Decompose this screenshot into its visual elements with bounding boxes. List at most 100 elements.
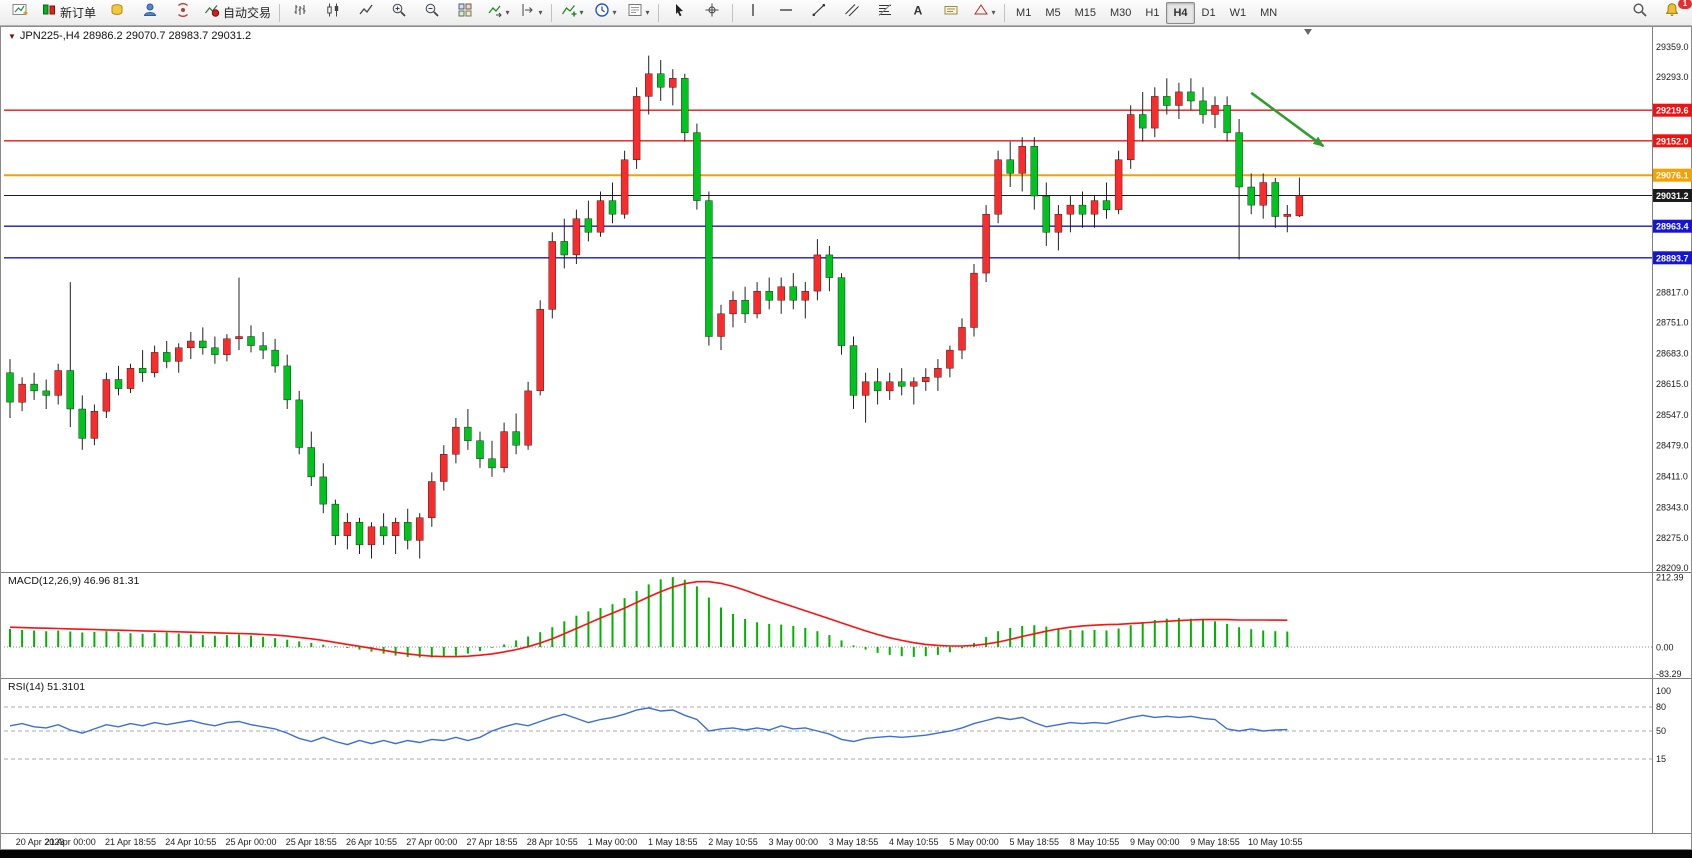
timeframe-group: M1 M5 M15 M30 H1 H4 D1 W1 MN (1009, 1, 1284, 24)
svg-text:21 Apr 18:55: 21 Apr 18:55 (105, 837, 156, 847)
svg-text:29219.6: 29219.6 (1656, 106, 1689, 116)
market-watch-button[interactable] (101, 1, 133, 25)
cursor-tool-button[interactable] (663, 1, 695, 25)
svg-text:28615.0: 28615.0 (1656, 379, 1689, 389)
vertical-line-tool-button[interactable] (737, 1, 769, 25)
arrow-shapes-icon (973, 2, 989, 23)
svg-text:29293.0: 29293.0 (1656, 72, 1689, 82)
svg-text:28963.4: 28963.4 (1656, 222, 1689, 232)
timeframe-button-D1[interactable]: D1 (1201, 6, 1216, 19)
templates-button[interactable]: ▾ (622, 1, 654, 25)
text-tool-button[interactable]: A (902, 1, 934, 25)
timeframe-button-MN[interactable]: MN (1260, 6, 1278, 19)
svg-text:25 Apr 00:00: 25 Apr 00:00 (225, 837, 276, 847)
cursor-icon (671, 2, 687, 23)
notifications-button[interactable]: 1 (1656, 0, 1692, 25)
tile-windows-icon (457, 2, 473, 23)
svg-text:1 May 18:55: 1 May 18:55 (648, 837, 698, 847)
collapse-triangle-icon[interactable]: ▼ (8, 31, 16, 41)
zoom-out-button[interactable] (416, 1, 448, 25)
svg-text:29076.1: 29076.1 (1656, 171, 1689, 181)
svg-text:25 Apr 18:55: 25 Apr 18:55 (286, 837, 337, 847)
indicators-button[interactable]: ▾ (556, 1, 588, 25)
svg-text:A: A (914, 4, 923, 18)
timeframe-button-M1[interactable]: M1 (1016, 6, 1032, 19)
horizontal-line-tool-button[interactable] (770, 1, 802, 25)
chart-shift-button[interactable]: ▾ (515, 1, 547, 25)
fibonacci-tool-button[interactable] (869, 1, 901, 25)
svg-text:29359.0: 29359.0 (1656, 42, 1689, 52)
svg-text:100: 100 (1656, 686, 1671, 696)
trendline-icon (811, 2, 827, 23)
chevron-down-icon: ▾ (538, 7, 543, 17)
autotrading-icon (204, 2, 220, 23)
zoom-in-button[interactable] (383, 1, 415, 25)
rsi-indicator-label: RSI(14) 51.3101 (8, 681, 86, 693)
notification-badge: 1 (1678, 0, 1692, 9)
line-chart-mode-button[interactable] (350, 1, 382, 25)
svg-text:28751.0: 28751.0 (1656, 318, 1689, 328)
profile-button[interactable] (134, 1, 166, 25)
new-order-label: 新订单 (60, 6, 97, 20)
horizontal-line-icon (778, 2, 794, 23)
label-tool-button[interactable] (935, 1, 967, 25)
indicators-icon (561, 2, 577, 23)
crosshair-tool-button[interactable] (696, 1, 728, 25)
chevron-down-icon: ▾ (579, 7, 584, 17)
chart-shift-icon (520, 2, 536, 23)
timeframe-button-M15[interactable]: M15 (1074, 6, 1096, 19)
chart-symbol-header: ▼ JPN225-,H4 28986.2 29070.7 28983.7 290… (8, 30, 251, 42)
community-button[interactable] (167, 1, 199, 25)
signal-icon (175, 2, 191, 23)
svg-text:9 May 18:55: 9 May 18:55 (1190, 837, 1240, 847)
timeframe-button-H4[interactable]: H4 (1166, 1, 1195, 24)
coins-icon (109, 2, 125, 23)
candlestick-mode-button[interactable] (317, 1, 349, 25)
bell-icon (1664, 2, 1680, 23)
trendline-tool-button[interactable] (803, 1, 835, 25)
chevron-down-icon: ▾ (505, 7, 510, 17)
timeframe-button-W1[interactable]: W1 (1229, 6, 1247, 19)
tile-windows-button[interactable] (449, 1, 481, 25)
channel-tool-button[interactable] (836, 1, 868, 25)
svg-text:28479.0: 28479.0 (1656, 441, 1689, 451)
svg-text:29152.0: 29152.0 (1656, 136, 1689, 146)
price-axis[interactable] (1652, 26, 1692, 833)
svg-text:0.00: 0.00 (1656, 643, 1674, 653)
auto-scroll-button[interactable]: ▾ (482, 1, 514, 25)
chevron-down-icon: ▾ (645, 7, 650, 17)
timeframe-button-M30[interactable]: M30 (1110, 6, 1132, 19)
svg-text:1 May 00:00: 1 May 00:00 (588, 837, 638, 847)
svg-text:28411.0: 28411.0 (1656, 472, 1688, 482)
toolbar-separator (732, 3, 734, 22)
svg-text:26 Apr 10:55: 26 Apr 10:55 (346, 837, 397, 847)
new-chart-icon (12, 2, 28, 23)
zoom-in-icon (391, 2, 407, 23)
periods-button[interactable]: ▾ (589, 1, 621, 25)
chevron-down-icon: ▾ (612, 7, 617, 17)
template-icon (627, 2, 643, 23)
toolbar-separator (1004, 3, 1006, 22)
new-chart-button[interactable] (4, 1, 36, 25)
shapes-tool-button[interactable]: ▾ (968, 1, 1000, 25)
toolbar-right-group: 1 (1624, 0, 1692, 25)
bar-chart-mode-button[interactable] (284, 1, 316, 25)
new-order-button[interactable]: 新订单 (37, 1, 100, 25)
svg-text:4 May 10:55: 4 May 10:55 (889, 837, 939, 847)
line-chart-icon (358, 2, 374, 23)
svg-text:28343.0: 28343.0 (1656, 502, 1689, 512)
timeframe-button-M5[interactable]: M5 (1045, 6, 1061, 19)
search-icon (1632, 2, 1648, 23)
svg-text:28 Apr 10:55: 28 Apr 10:55 (527, 837, 578, 847)
search-button[interactable] (1624, 1, 1656, 25)
clock-icon (594, 2, 610, 23)
macd-indicator-label: MACD(12,26,9) 46.96 81.31 (8, 575, 140, 587)
svg-text:80: 80 (1656, 702, 1666, 712)
zoom-out-icon (424, 2, 440, 23)
svg-text:9 May 00:00: 9 May 00:00 (1130, 837, 1180, 847)
timeframe-button-H1[interactable]: H1 (1145, 6, 1160, 19)
chart-area[interactable]: 29359.0 29293.0 28817.0 28751.0 28683.0 28615… (0, 26, 1692, 850)
time-axis[interactable] (0, 833, 1652, 850)
autotrading-button[interactable]: 自动交易 (200, 1, 275, 25)
